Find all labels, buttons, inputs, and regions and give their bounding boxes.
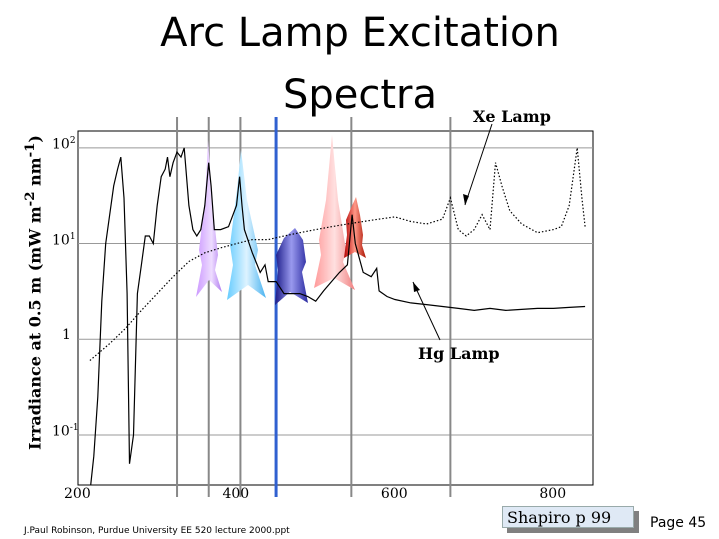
source-box: Shapiro p 99 bbox=[502, 506, 634, 528]
hg-arrow bbox=[412, 281, 441, 341]
page-number: Page 45 bbox=[650, 515, 707, 531]
x-tick-label: 800 bbox=[539, 486, 567, 502]
y-tick-label: 10-1 bbox=[52, 422, 79, 440]
excitation-spike-cyan bbox=[227, 150, 266, 300]
y-tick-label: 101 bbox=[52, 231, 76, 249]
slide-title-line1: Arc Lamp Excitation bbox=[160, 10, 560, 56]
xe-lamp-series-line bbox=[89, 147, 586, 361]
hg-lamp-series-line bbox=[90, 147, 586, 486]
x-tick-label: 200 bbox=[64, 486, 91, 502]
xe-lamp-label: Xe Lamp bbox=[473, 107, 551, 126]
excitation-spike-blue bbox=[275, 228, 308, 305]
slide-title-line2: Spectra bbox=[282, 72, 438, 118]
excitation-spike-pink bbox=[314, 135, 355, 290]
xe-arrowhead bbox=[463, 194, 469, 205]
excitation-spike-red bbox=[344, 197, 366, 258]
y-tick-label: 102 bbox=[52, 135, 76, 153]
x-tick-label: 400 bbox=[222, 486, 250, 502]
y-tick-label: 1 bbox=[62, 327, 71, 344]
hg-lamp-label: Hg Lamp bbox=[418, 344, 500, 363]
x-tick-label: 600 bbox=[380, 486, 408, 502]
plot-frame bbox=[77, 130, 594, 486]
y-axis-label: Irradiance at 0.5 m (mW m-2 nm-1) bbox=[22, 134, 45, 450]
excitation-spike-violet bbox=[196, 140, 222, 297]
xe-arrow bbox=[464, 123, 493, 206]
credit-text: J.Paul Robinson, Purdue University EE 52… bbox=[24, 526, 290, 536]
hg-arrowhead bbox=[413, 282, 420, 292]
